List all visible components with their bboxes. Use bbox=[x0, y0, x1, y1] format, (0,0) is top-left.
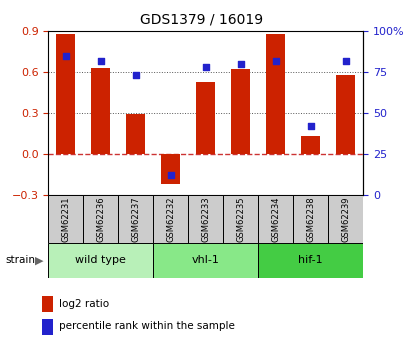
Bar bbox=[161, 154, 181, 184]
Bar bbox=[83, 195, 118, 243]
Bar bbox=[56, 34, 76, 154]
Text: vhl-1: vhl-1 bbox=[192, 256, 220, 265]
Text: percentile rank within the sample: percentile rank within the sample bbox=[59, 322, 235, 332]
Text: wild type: wild type bbox=[75, 256, 126, 265]
Text: GSM62235: GSM62235 bbox=[236, 196, 245, 242]
Text: GSM62232: GSM62232 bbox=[166, 196, 175, 242]
Point bbox=[168, 172, 174, 178]
Bar bbox=[196, 81, 215, 154]
Point bbox=[63, 53, 69, 58]
Text: GSM62237: GSM62237 bbox=[131, 196, 140, 242]
Text: GSM62231: GSM62231 bbox=[61, 196, 70, 242]
Bar bbox=[126, 114, 145, 154]
Text: hif-1: hif-1 bbox=[299, 256, 323, 265]
Point bbox=[307, 124, 314, 129]
Bar bbox=[258, 195, 293, 243]
Bar bbox=[231, 69, 250, 154]
Bar bbox=[223, 195, 258, 243]
Text: GSM62238: GSM62238 bbox=[306, 196, 315, 242]
Bar bbox=[293, 195, 328, 243]
Bar bbox=[48, 243, 153, 278]
Bar bbox=[118, 195, 153, 243]
Bar bbox=[301, 136, 320, 154]
Text: GSM62236: GSM62236 bbox=[96, 196, 105, 242]
Bar bbox=[91, 68, 110, 154]
Point bbox=[342, 58, 349, 63]
Text: log2 ratio: log2 ratio bbox=[59, 299, 110, 309]
Point bbox=[273, 58, 279, 63]
Text: GSM62233: GSM62233 bbox=[201, 196, 210, 242]
Bar bbox=[188, 195, 223, 243]
Bar bbox=[153, 243, 258, 278]
Bar bbox=[328, 195, 363, 243]
Bar bbox=[42, 296, 52, 312]
Bar bbox=[336, 75, 355, 154]
Text: strain: strain bbox=[5, 256, 35, 265]
Bar bbox=[266, 34, 286, 154]
Bar bbox=[258, 243, 363, 278]
Point bbox=[132, 72, 139, 78]
Bar bbox=[42, 319, 52, 335]
Point bbox=[97, 58, 104, 63]
Bar bbox=[153, 195, 188, 243]
Text: GDS1379 / 16019: GDS1379 / 16019 bbox=[140, 12, 263, 26]
Text: GSM62239: GSM62239 bbox=[341, 196, 350, 242]
Point bbox=[202, 64, 209, 70]
Bar bbox=[48, 195, 83, 243]
Point bbox=[237, 61, 244, 67]
Text: ▶: ▶ bbox=[35, 256, 43, 265]
Text: GSM62234: GSM62234 bbox=[271, 196, 280, 242]
